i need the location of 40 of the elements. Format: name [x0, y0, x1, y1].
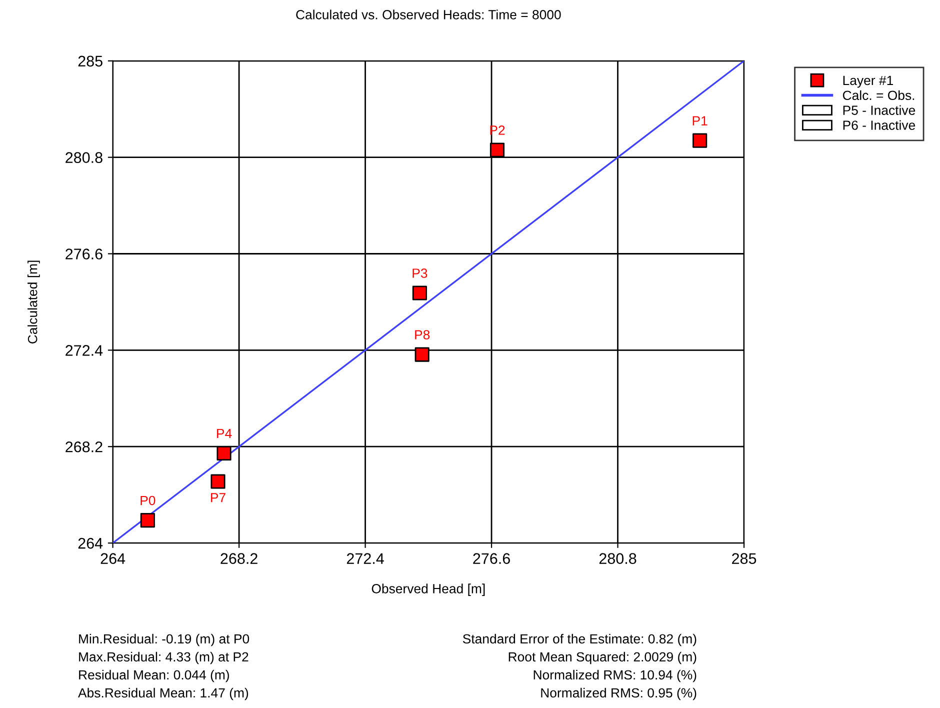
text: Normalized RMS: 0.95 (%)	[541, 688, 696, 700]
annotation: P8	[415, 330, 430, 340]
y-tick-label: 268.2	[66, 441, 102, 452]
point	[140, 513, 155, 528]
x-tick-label: 280.8	[599, 553, 636, 564]
text: Root Mean Squared: 2.0029 (m)	[508, 652, 696, 664]
y-tick-label: 264	[78, 538, 103, 549]
annotation: P7	[211, 493, 226, 502]
x-axis-title: Observed Head [m]	[372, 584, 485, 596]
legend-label: Calc. = Obs.	[842, 90, 914, 100]
point	[490, 142, 505, 158]
text: Max.Residual: 4.33 (m) at P2	[79, 652, 248, 664]
legend-label: P5 - Inactive	[843, 105, 916, 115]
y-tick-label: 272.4	[66, 345, 103, 356]
point	[210, 474, 226, 489]
x-tick-label: 276.6	[473, 553, 510, 564]
x-tick-label: 272.4	[346, 553, 384, 564]
legend-label: P6 - Inactive	[843, 120, 916, 130]
text: Normalized RMS: 10.94 (%)	[534, 670, 696, 682]
text: Residual Mean: 0.044 (m)	[79, 670, 229, 682]
text: Standard Error of the Estimate: 0.82 (m)	[462, 634, 696, 646]
x-tick-label: 285	[732, 553, 756, 564]
y-tick-label: 280.8	[66, 152, 102, 164]
y-tick-label: 276.6	[66, 248, 102, 260]
annotation: P0	[140, 496, 156, 506]
x-tick-label: 264	[100, 553, 126, 564]
point	[412, 286, 427, 300]
point	[216, 446, 232, 461]
point	[692, 133, 708, 148]
annotation: P1	[692, 116, 708, 126]
annotation: P3	[412, 268, 428, 278]
y-axis-title: Calculated [m]	[28, 260, 40, 344]
chart-title: Calculated vs. Observed Heads: Time = 8000	[296, 10, 561, 20]
x-tick-label: 268.2	[220, 553, 258, 564]
y-tick-label: 285	[78, 56, 102, 67]
legend-label: Layer #1	[843, 76, 893, 88]
annotation: P4	[217, 428, 232, 438]
point	[414, 347, 430, 362]
text: Min.Residual: -0.19 (m) at P0	[79, 634, 250, 646]
text: Abs.Residual Mean: 1.47 (m)	[78, 688, 248, 700]
